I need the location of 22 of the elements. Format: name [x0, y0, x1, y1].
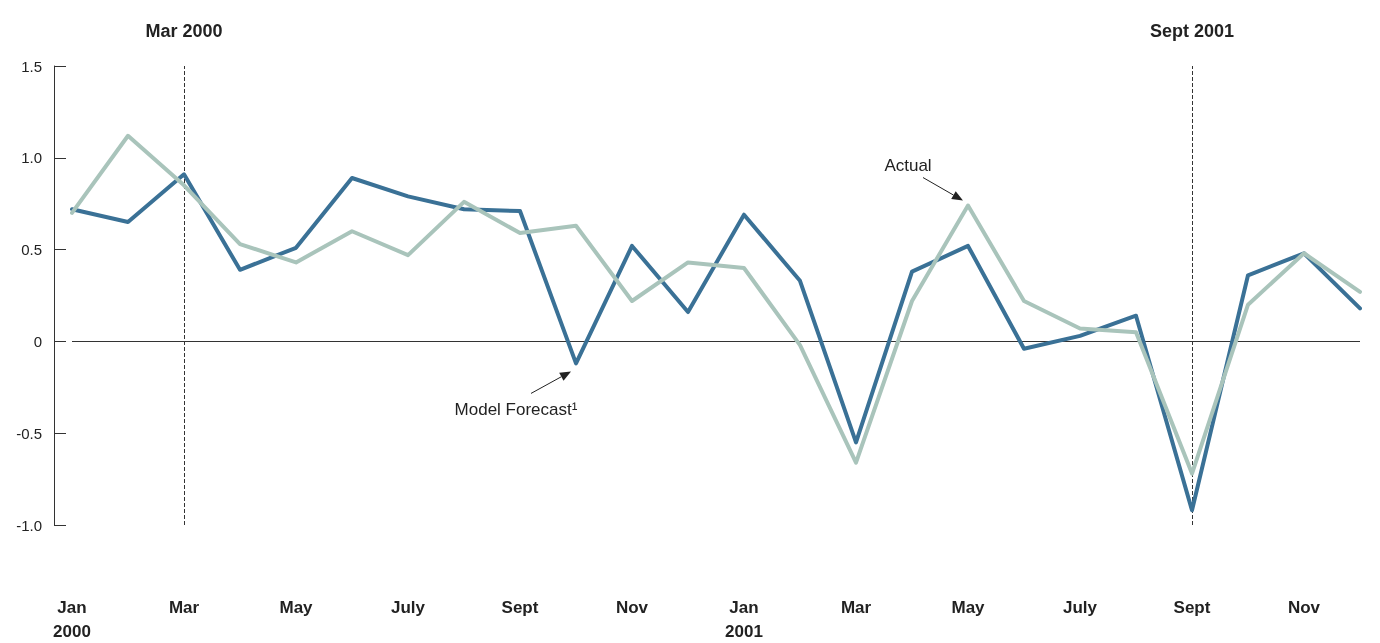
x-tick-label: May	[279, 597, 314, 617]
annotation: Model Forecast¹	[454, 399, 578, 419]
annotation: Actual	[884, 156, 932, 176]
x-tick-label: Jan 2000	[53, 597, 91, 641]
x-tick-label: May	[951, 597, 986, 617]
ref-line-label: Sept 2001	[1149, 21, 1235, 41]
x-tick-label: Sept	[1173, 597, 1211, 617]
y-tick-label: -0.5	[16, 424, 42, 442]
y-tick-label: 0.5	[21, 241, 42, 259]
y-tick-label: 0	[33, 332, 42, 350]
x-tick-label: Sept	[501, 597, 539, 617]
x-tick-label: Mar	[168, 597, 200, 617]
x-tick-label: Nov	[615, 597, 649, 617]
ref-line-label: Mar 2000	[145, 21, 223, 41]
x-tick-label: July	[1062, 597, 1098, 617]
y-tick-label: -1.0	[16, 516, 42, 534]
y-tick-label: 1.5	[21, 57, 42, 75]
x-tick-label: Nov	[1287, 597, 1321, 617]
y-tick-label: 1.0	[21, 149, 42, 167]
x-tick-label: Mar	[840, 597, 872, 617]
x-tick-label: July	[390, 597, 426, 617]
x-tick-label: Jan 2001	[725, 597, 763, 641]
